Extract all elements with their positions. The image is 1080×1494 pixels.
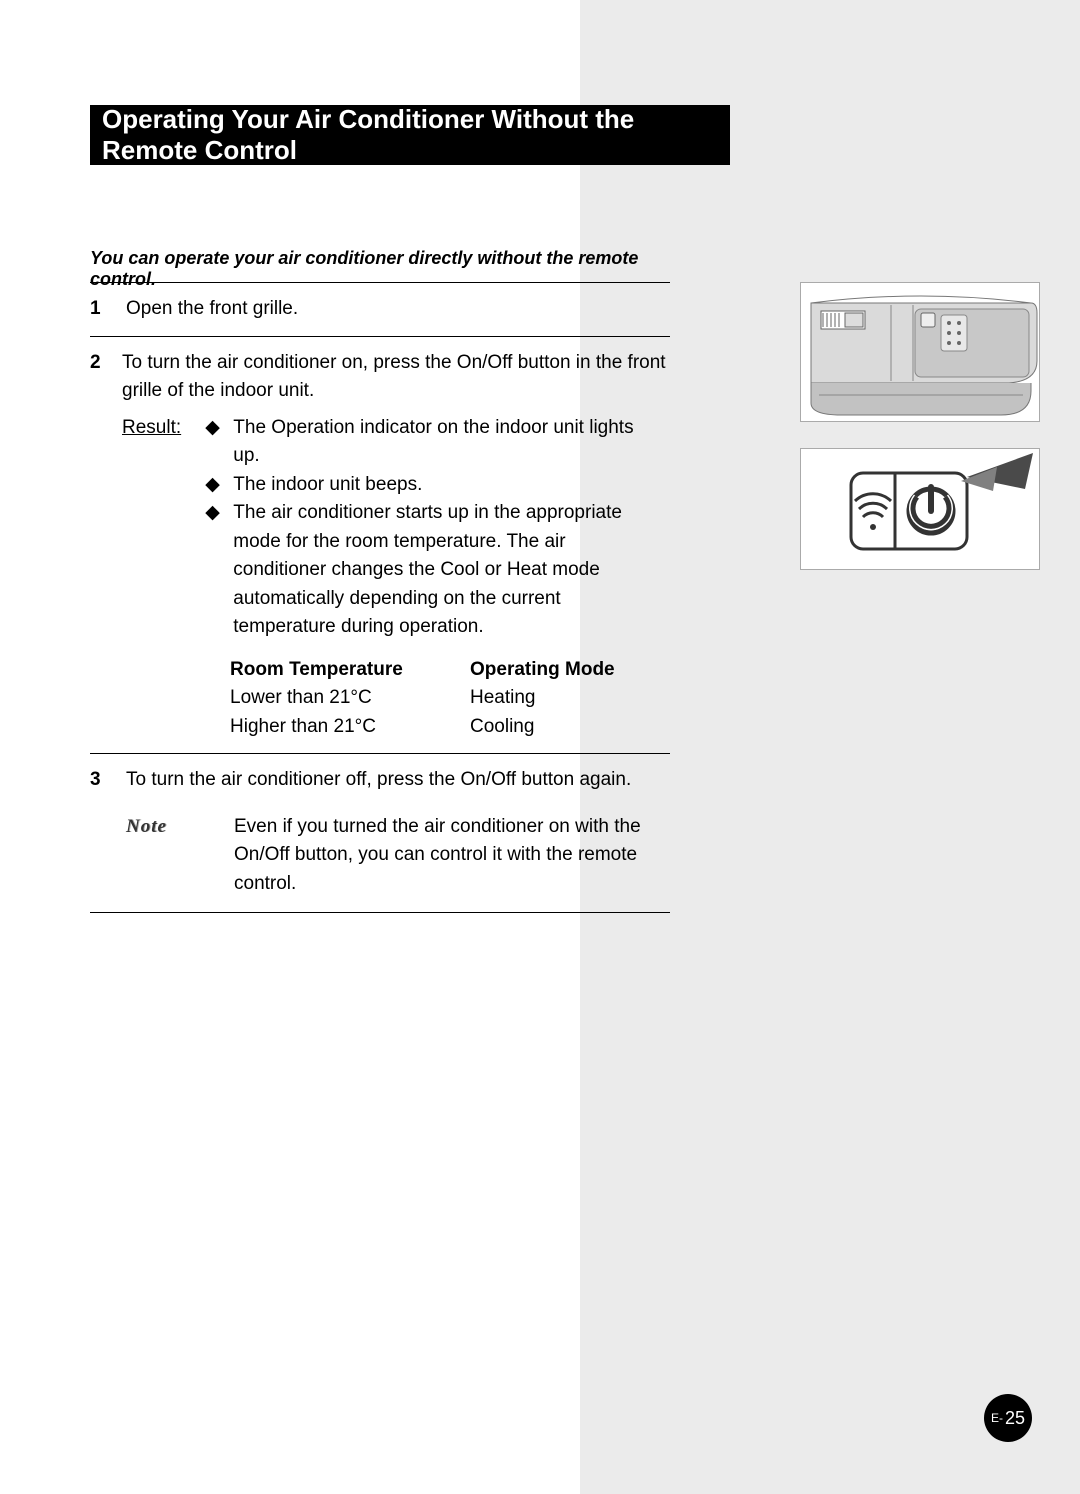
step-2-text: To turn the air conditioner on, press th… (122, 349, 670, 742)
note-row: Note Even if you turned the air conditio… (126, 813, 670, 899)
bullet-row: ◆ The Operation indicator on the indoor … (205, 414, 635, 471)
mode-col-mode: Operating Mode (470, 656, 670, 685)
result-bullets: ◆ The Operation indicator on the indoor … (205, 414, 635, 642)
mode-table-header: Room Temperature Operating Mode (230, 656, 670, 685)
content-column: 1 Open the front grille. 2 To turn the a… (90, 282, 670, 913)
mode-cell: Lower than 21°C (230, 684, 470, 713)
step-1-text: Open the front grille. (126, 295, 670, 324)
bullet-glyph: ◆ (205, 471, 233, 500)
step-1: 1 Open the front grille. (90, 283, 670, 336)
mode-cell: Higher than 21°C (230, 713, 470, 742)
step-3-text: To turn the air conditioner off, press t… (126, 766, 670, 898)
mode-table-row: Lower than 21°C Heating (230, 684, 670, 713)
figure-ac-unit (800, 282, 1040, 422)
step-3-number: 3 (90, 766, 126, 898)
step-3: 3 To turn the air conditioner off, press… (90, 754, 670, 898)
step-1-number: 1 (90, 295, 126, 324)
mode-table: Room Temperature Operating Mode Lower th… (230, 656, 670, 742)
bullet-text: The air conditioner starts up in the app… (233, 499, 635, 642)
bullet-text: The indoor unit beeps. (233, 471, 635, 500)
step-3-intro: To turn the air conditioner off, press t… (126, 766, 670, 795)
figure-power-button (800, 448, 1040, 570)
page-number-badge: E-25 (984, 1394, 1032, 1442)
page: Operating Your Air Conditioner Without t… (0, 0, 1080, 1494)
bullet-glyph: ◆ (205, 499, 233, 642)
result-label: Result: (122, 414, 200, 443)
mode-col-roomtemp: Room Temperature (230, 656, 470, 685)
power-button-illustration (801, 449, 1039, 569)
page-title: Operating Your Air Conditioner Without t… (90, 105, 730, 165)
step-2-number: 2 (90, 349, 122, 742)
note-text: Even if you turned the air conditioner o… (234, 813, 670, 899)
mode-table-row: Higher than 21°C Cooling (230, 713, 670, 742)
bullet-text: The Operation indicator on the indoor un… (233, 414, 635, 471)
page-number: 25 (1005, 1408, 1025, 1429)
note-label: Note (126, 813, 234, 899)
bullet-glyph: ◆ (205, 414, 233, 471)
step-2-intro: To turn the air conditioner on, press th… (122, 349, 670, 406)
bullet-row: ◆ The air conditioner starts up in the a… (205, 499, 635, 642)
mode-cell: Cooling (470, 713, 670, 742)
bullet-row: ◆ The indoor unit beeps. (205, 471, 635, 500)
ac-unit-illustration (801, 283, 1039, 421)
step-2: 2 To turn the air conditioner on, press … (90, 337, 670, 742)
divider (90, 912, 670, 913)
mode-cell: Heating (470, 684, 670, 713)
page-number-prefix: E- (991, 1411, 1003, 1425)
